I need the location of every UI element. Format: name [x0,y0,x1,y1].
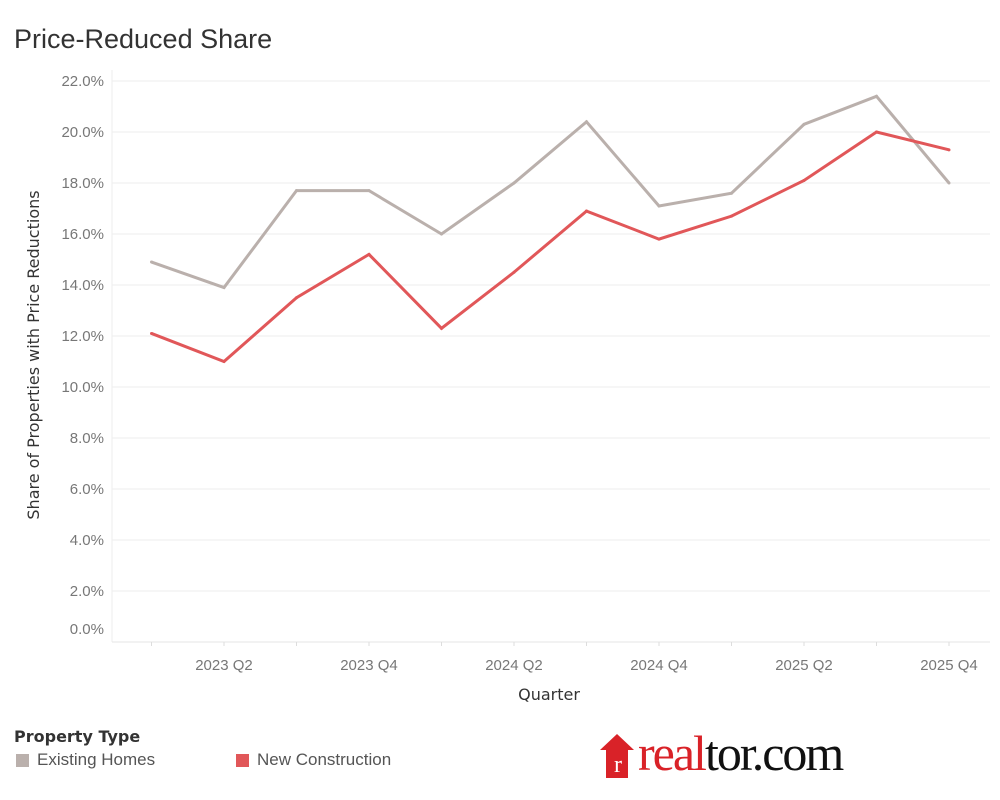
series-line-new-construction [150,130,950,364]
data-point [222,360,226,363]
y-tick-label: 22.0% [61,73,104,90]
legend-swatch [236,753,249,767]
y-tick-label: 12.0% [61,328,104,345]
legend-item-existing-homes[interactable]: Existing Homes [16,750,155,770]
data-point [802,122,806,126]
y-tick-label: 18.0% [61,175,104,192]
y-tick-label: 14.0% [61,277,104,294]
data-point [875,130,878,134]
y-tick-label: 2.0% [70,583,104,600]
data-point [802,178,806,182]
data-point [585,120,588,124]
x-tick-label: 2023 Q4 [340,657,398,674]
data-point [730,191,733,195]
data-point [512,181,516,185]
y-tick-label: 8.0% [70,430,104,447]
y-tick-label: 20.0% [61,124,104,141]
svg-text:r: r [614,752,622,778]
legend-swatch [16,753,29,767]
y-axis-title: Share of Properties with Price Reduction… [24,190,43,519]
data-point [657,237,661,241]
y-tick-label: 16.0% [61,226,104,243]
data-point [150,260,153,264]
legend-title: Property Type [14,727,141,746]
x-axis-title: Quarter [518,685,580,704]
x-tick-label: 2023 Q2 [195,657,253,674]
y-tick-label: 4.0% [70,532,104,549]
logo-text-real: real [638,725,707,781]
x-tick-label: 2025 Q4 [920,657,978,674]
line-chart: 0.0% 2.0% 4.0% 6.0% 8.0% 10.0% 12.0% 14.0% 16.0%… [24,70,990,704]
x-tick-label: 2024 Q4 [630,657,688,674]
x-tick-label: 2025 Q2 [775,657,833,674]
chart-title: Price-Reduced Share [14,24,273,54]
data-point [150,331,153,335]
data-point [947,148,951,152]
data-point [295,296,298,300]
data-point [512,270,516,274]
series-line-existing-homes [151,94,951,290]
data-point [367,189,371,193]
legend-label: New Construction [257,750,392,769]
data-point [585,209,588,213]
y-tick-label: 6.0% [70,481,104,498]
data-point [295,189,298,193]
data-point [440,232,443,236]
realtor-logo: r real tor.com [600,725,844,781]
house-r-icon: r [600,734,634,778]
legend-item-new-construction[interactable]: New Construction [236,750,391,770]
data-point [730,214,733,218]
y-tick-label: 0.0% [70,621,104,638]
data-point [440,326,443,330]
data-point [875,94,878,98]
logo-text-tor: tor.com [704,725,844,781]
y-tick-label: 10.0% [61,379,104,396]
data-point [222,286,226,290]
legend-label: Existing Homes [37,750,156,769]
data-point [947,181,951,185]
data-point [367,252,371,256]
x-tick-label: 2024 Q2 [485,657,543,674]
data-point [657,204,661,208]
